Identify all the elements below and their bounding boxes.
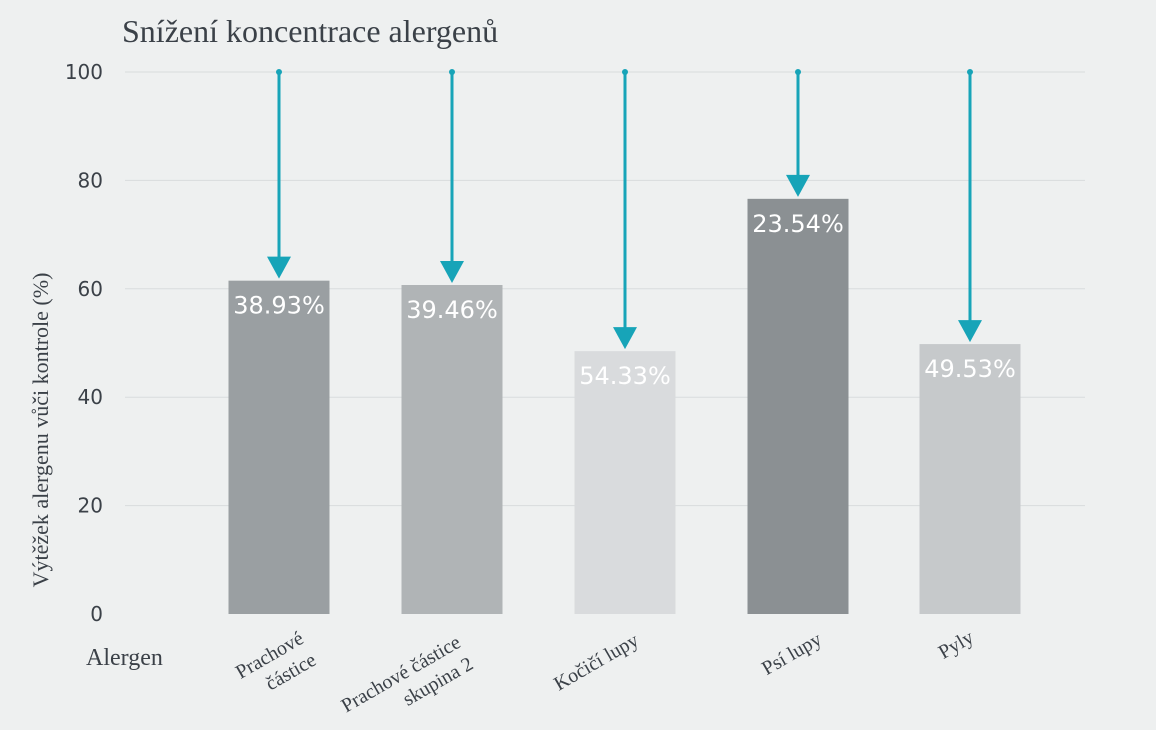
y-tick-label-2: 40: [78, 385, 103, 409]
x-axis-label: Alergen: [86, 645, 163, 671]
bar-3: [747, 198, 849, 614]
x-tick-label-0: Prachovéčástice: [232, 627, 320, 705]
x-tick-label-line: Kočičí lupy: [550, 629, 642, 695]
x-tick-label-4: Pyly: [935, 626, 978, 663]
arrow-4: [958, 69, 982, 343]
x-tick-labels: Prachovéčástice Prachové částiceskupina 2…: [232, 626, 978, 730]
value-label-4: 49.53%: [924, 355, 1016, 383]
arrow-0: [267, 69, 291, 279]
arrow-head-0: [267, 256, 291, 279]
bars: [228, 198, 1021, 614]
value-label-2: 54.33%: [579, 362, 671, 390]
y-tick-label-4: 80: [78, 168, 103, 192]
value-label-0: 38.93%: [233, 292, 325, 320]
x-tick-label-1: Prachové částiceskupina 2: [338, 631, 477, 730]
arrow-2: [613, 69, 637, 350]
arrow-head-2: [613, 327, 637, 350]
x-tick-label-line: Pyly: [935, 626, 978, 663]
arrow-head-3: [786, 174, 810, 197]
bar-0: [228, 280, 330, 614]
y-tick-label-5: 100: [65, 60, 103, 84]
x-tick-label-2: Kočičí lupy: [550, 629, 642, 695]
value-label-3: 23.54%: [752, 210, 844, 238]
y-tick-label-3: 60: [78, 277, 103, 301]
reduction-arrows: [267, 69, 982, 350]
value-labels: 38.93% 39.46% 54.33% 23.54% 49.53%: [233, 210, 1016, 390]
bar-2: [574, 351, 676, 614]
value-label-1: 39.46%: [406, 296, 498, 324]
bar-4: [919, 344, 1021, 614]
arrow-head-1: [440, 261, 464, 284]
bar-1: [401, 285, 503, 614]
chart-title: Snížení koncentrace alergenů: [122, 13, 498, 49]
x-tick-label-line: Psí lupy: [758, 628, 825, 680]
arrow-head-4: [958, 320, 982, 343]
arrow-1: [440, 69, 464, 284]
x-tick-label-3: Psí lupy: [758, 628, 825, 680]
y-tick-label-0: 0: [90, 602, 103, 626]
y-axis-label: Výtěžek alergenu vůči kontrole (%): [28, 273, 53, 588]
y-tick-label-1: 20: [78, 494, 103, 518]
arrow-3: [786, 69, 810, 197]
